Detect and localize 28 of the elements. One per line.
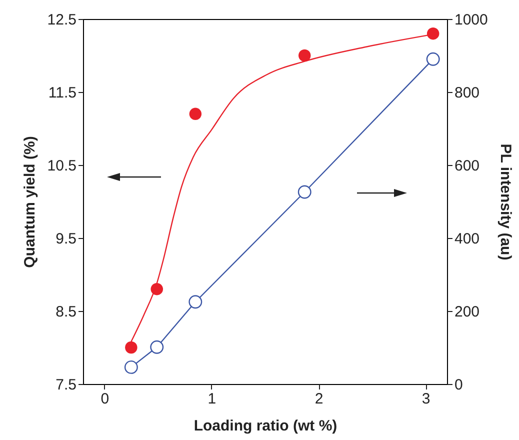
point: [150, 340, 164, 354]
y2-tick-label: 200: [454, 304, 480, 320]
x-tick-label: 2: [314, 390, 324, 408]
x-tick-label: 0: [100, 390, 110, 408]
y-axis-title: Quantum yield (%): [21, 136, 38, 268]
y-tick-label: 11.5: [48, 84, 76, 102]
y-tick-label: 8.5: [56, 304, 76, 320]
x-axis-title: Loading ratio (wt %): [194, 418, 338, 434]
point: [124, 360, 138, 374]
y2-tick-label: 0: [454, 376, 463, 394]
point: [298, 185, 312, 199]
y2-tick-label: 600: [454, 158, 480, 174]
y2-tick-label: 800: [454, 84, 480, 102]
y2-tick-label: 400: [454, 230, 480, 248]
x-tick-label: 1: [208, 390, 216, 408]
y-tick-label: 12.5: [47, 12, 76, 28]
point: [189, 108, 202, 120]
point: [426, 52, 440, 66]
point: [125, 341, 138, 354]
point: [298, 49, 311, 62]
y-tick-label: 10.5: [47, 158, 76, 174]
x-tick-label: 3: [422, 390, 430, 408]
y2-tick-label: 1000: [454, 12, 488, 28]
y2-axis-title: PL intensity (au): [496, 144, 514, 260]
y-tick-label: 7.5: [56, 376, 76, 394]
point: [188, 295, 202, 309]
point: [426, 27, 440, 40]
y-tick-label: 9.5: [56, 230, 76, 248]
